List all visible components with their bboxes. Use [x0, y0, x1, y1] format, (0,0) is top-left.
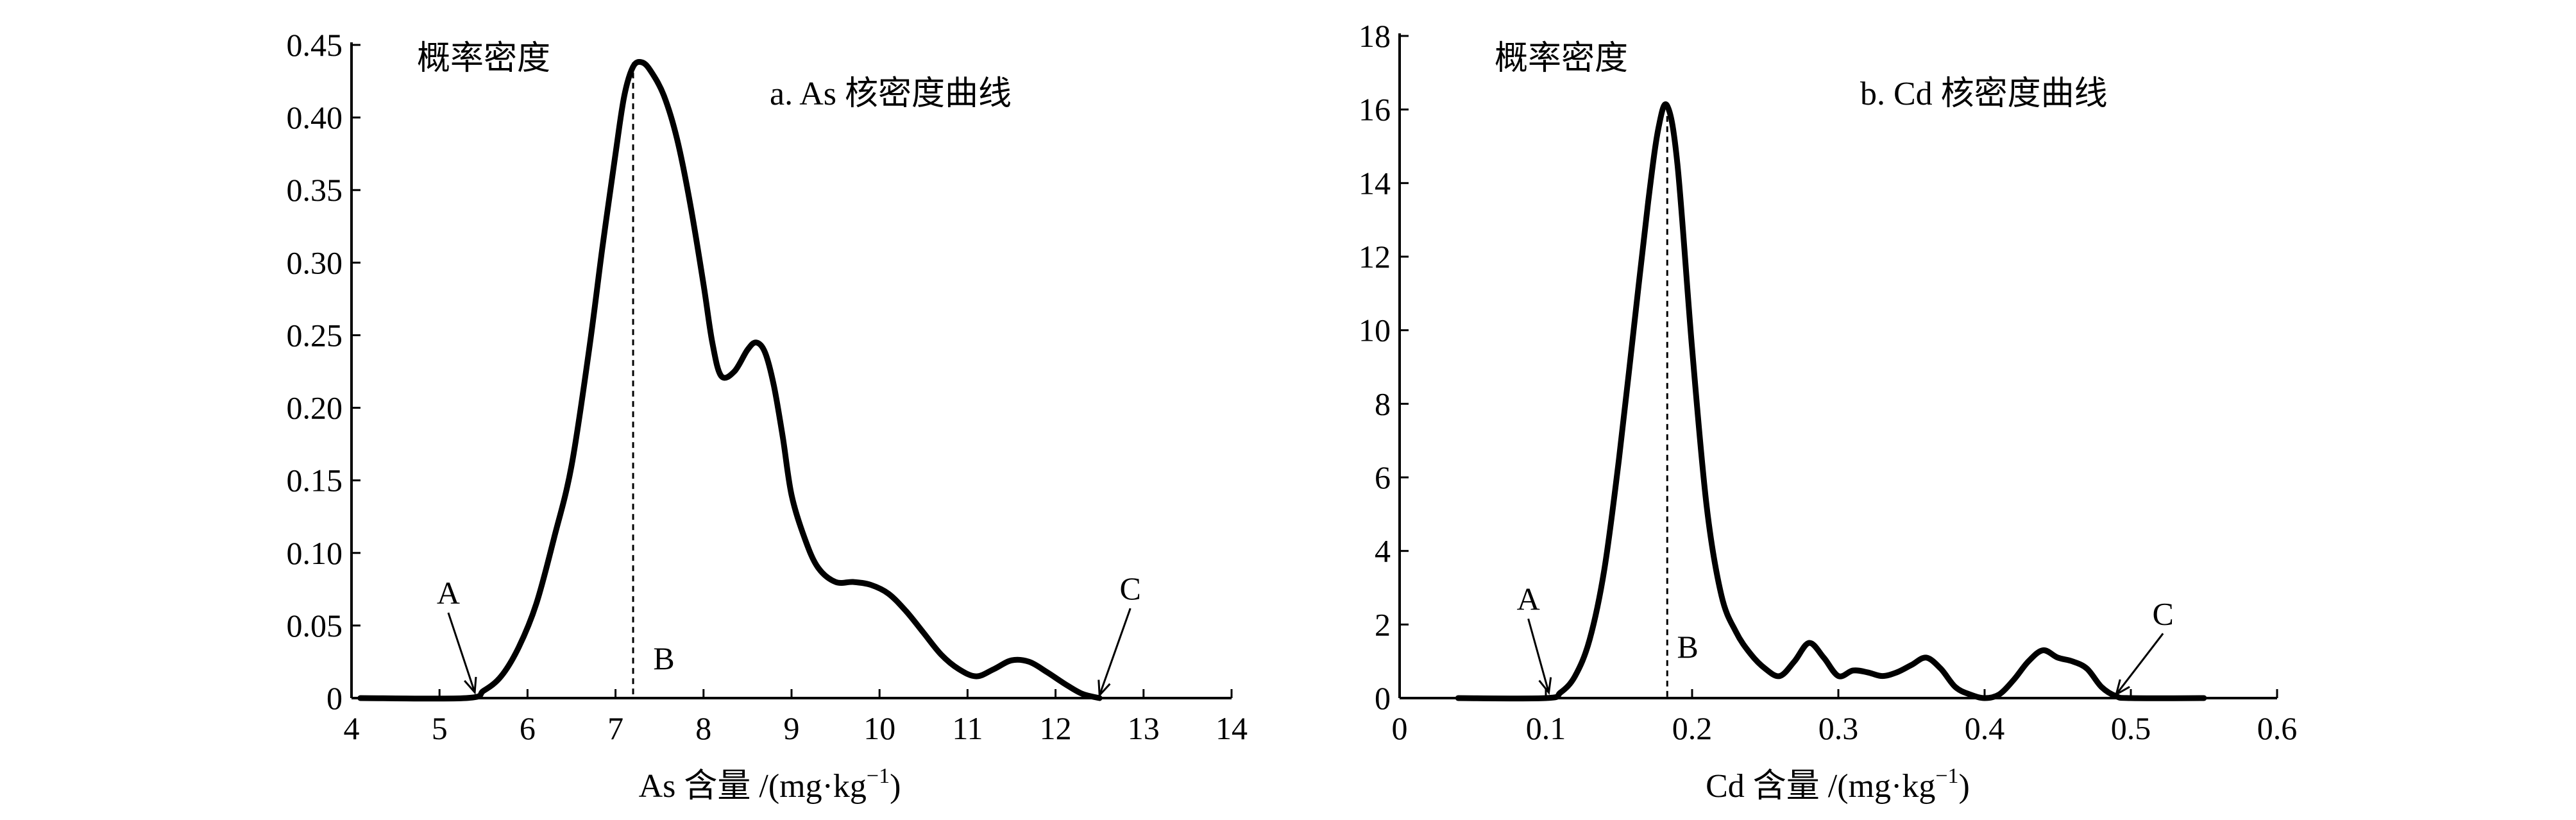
annotation-c-arrowhead-as: [1097, 679, 1111, 698]
plot-area-cd: 0 2 4 6 8 10 12 14 16 18 0 0.1 0.2 0.3 0.4 0.5 0.6 A B C: [1359, 18, 2297, 746]
x-tick-label-cd: 0.6: [2257, 710, 2298, 746]
x-tick-label-cd: 0.3: [1818, 710, 1859, 746]
y-tick-label-cd: 14: [1359, 165, 1391, 201]
y-tick-label-cd: 4: [1375, 533, 1391, 569]
y-axis-label-cd: 概率密度: [1495, 39, 1628, 78]
x-tick-label-as: 5: [432, 710, 448, 746]
y-tick-label-as: 0.25: [287, 317, 343, 353]
annotation-c-arrow-as: [1098, 608, 1131, 696]
y-tick-label-cd: 2: [1375, 606, 1391, 642]
annotation-c-label-as: C: [1120, 570, 1141, 606]
y-tick-label-cd: 18: [1359, 18, 1391, 54]
x-tick-label-as: 10: [863, 710, 895, 746]
x-tick-label-as: 11: [952, 710, 983, 746]
y-tick-label-as: 0.40: [287, 99, 343, 135]
x-axis-label-as-sup: −1: [867, 764, 890, 788]
chart-title-as: a. As 核密度曲线: [770, 76, 1012, 112]
plot-area-as: 0 0.05 0.10 0.15 0.20 0.25 0.30 0.35 0.40 0.45 4 5 6…: [287, 27, 1248, 746]
x-axis-label-as: As 含量 /(mg·kg−1): [639, 764, 901, 805]
y-tick-label-as: 0.10: [287, 535, 343, 571]
x-tick-label-cd: 0.5: [2111, 710, 2151, 746]
x-tick-label-cd: 0.1: [1526, 710, 1566, 746]
y-tick-label-as: 0.20: [287, 390, 343, 426]
annotation-a-arrowhead-as: [464, 676, 477, 695]
annotation-b-label-cd: B: [1677, 629, 1698, 665]
chart-title-cd: b. Cd 核密度曲线: [1860, 76, 2108, 112]
x-tick-label-cd: 0: [1392, 710, 1408, 746]
x-tick-label-as: 4: [344, 710, 360, 746]
x-tick-label-cd: 0.4: [1965, 710, 2005, 746]
density-curve-as: [357, 58, 1103, 702]
y-tick-label-cd: 6: [1375, 459, 1391, 495]
x-tick-label-cd: 0.2: [1672, 710, 1713, 746]
x-tick-label-as: 12: [1040, 710, 1072, 746]
x-tick-label-as: 14: [1216, 710, 1248, 746]
annotation-a-label-cd: A: [1517, 581, 1540, 617]
annotation-a-arrowhead-cd: [1538, 677, 1552, 696]
density-curve-cd: [1455, 101, 2207, 702]
y-tick-label-as: 0.15: [287, 463, 343, 499]
x-tick-label-as: 9: [784, 710, 800, 746]
y-tick-label-as: 0.30: [287, 244, 343, 280]
annotation-c-arrowhead-cd: [2114, 679, 2130, 697]
chart-panel-cd: 0 2 4 6 8 10 12 14 16 18 0 0.1 0.2 0.3 0.4 0.5 0.6 A B C 概率…: [1359, 18, 2297, 805]
y-tick-label-cd: 12: [1359, 239, 1391, 275]
y-tick-label-as: 0.35: [287, 172, 343, 208]
annotation-a-label-as: A: [437, 575, 460, 611]
x-tick-label-as: 8: [695, 710, 711, 746]
annotation-c-label-cd: C: [2152, 595, 2173, 631]
annotation-c-arrow-cd: [2115, 633, 2164, 696]
annotation-a-arrow-cd: [1527, 618, 1550, 693]
y-tick-label-as: 0.45: [287, 27, 343, 63]
y-tick-label-cd: 10: [1359, 312, 1391, 348]
x-tick-label-as: 6: [520, 710, 536, 746]
annotation-b-label-as: B: [653, 640, 674, 676]
x-tick-label-as: 13: [1128, 710, 1160, 746]
x-axis-label-as-main: As 含量 /(mg·kg: [639, 768, 867, 805]
y-tick-label-as: 0: [326, 680, 343, 716]
y-tick-label-as: 0.05: [287, 608, 343, 644]
annotation-a-arrow-as: [447, 612, 476, 693]
chart-panel-as: 0 0.05 0.10 0.15 0.20 0.25 0.30 0.35 0.40 0.45 4 5 6…: [287, 27, 1248, 805]
x-tick-label-as: 7: [607, 710, 623, 746]
y-tick-label-cd: 0: [1375, 680, 1391, 716]
y-tick-label-cd: 8: [1375, 386, 1391, 422]
y-tick-label-cd: 16: [1359, 92, 1391, 128]
x-axis-label-cd-sup: −1: [1935, 764, 1958, 788]
x-axis-label-cd-close: ): [1959, 768, 1970, 805]
x-axis-label-as-close: ): [890, 768, 901, 805]
y-axis-label-as: 概率密度: [417, 39, 550, 78]
x-axis-label-cd-main: Cd 含量 /(mg·kg: [1706, 768, 1935, 805]
x-axis-label-cd: Cd 含量 /(mg·kg−1): [1706, 764, 1970, 805]
